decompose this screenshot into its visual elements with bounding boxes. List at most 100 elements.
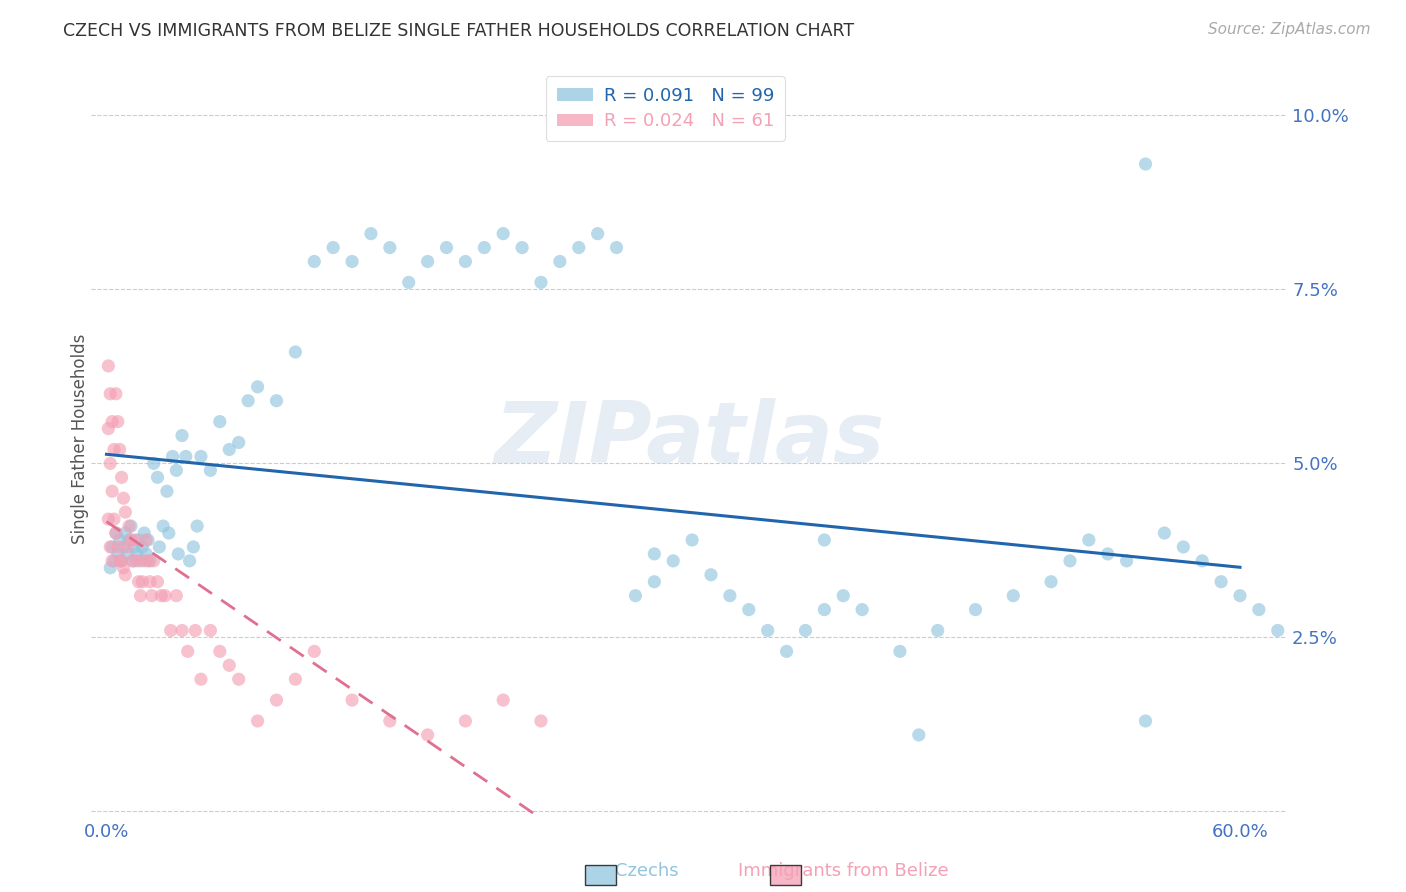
Point xyxy=(124,533,146,547)
Point xyxy=(965,602,987,616)
Point xyxy=(624,589,647,603)
Point xyxy=(141,589,163,603)
Point xyxy=(266,693,288,707)
Point xyxy=(183,540,205,554)
Point xyxy=(153,589,176,603)
Point xyxy=(1077,533,1099,547)
Point xyxy=(134,526,156,541)
Point xyxy=(136,554,159,568)
Point xyxy=(236,393,259,408)
Point xyxy=(218,658,240,673)
Point xyxy=(152,519,174,533)
Point xyxy=(157,526,180,541)
Point xyxy=(208,644,231,658)
Point xyxy=(139,554,162,568)
Point xyxy=(146,470,169,484)
Point xyxy=(108,533,131,547)
Point xyxy=(1191,554,1213,568)
Point xyxy=(643,547,665,561)
Point xyxy=(200,463,222,477)
Point xyxy=(186,519,208,533)
Point xyxy=(134,554,156,568)
Point xyxy=(107,547,129,561)
Point xyxy=(103,442,125,457)
Point xyxy=(568,241,591,255)
Legend: R = 0.091   N = 99, R = 0.024   N = 61: R = 0.091 N = 99, R = 0.024 N = 61 xyxy=(546,76,785,141)
Point xyxy=(104,526,127,541)
Point xyxy=(125,547,148,561)
Y-axis label: Single Father Households: Single Father Households xyxy=(72,334,89,544)
Point xyxy=(436,241,458,255)
Point xyxy=(101,540,124,554)
Point xyxy=(246,714,269,728)
Point xyxy=(101,484,124,499)
Point xyxy=(416,728,439,742)
Point xyxy=(103,554,125,568)
Point xyxy=(110,554,132,568)
Point xyxy=(586,227,609,241)
Point xyxy=(889,644,911,658)
Point xyxy=(284,345,307,359)
Point xyxy=(108,554,131,568)
Point xyxy=(200,624,222,638)
Text: CZECH VS IMMIGRANTS FROM BELIZE SINGLE FATHER HOUSEHOLDS CORRELATION CHART: CZECH VS IMMIGRANTS FROM BELIZE SINGLE F… xyxy=(63,22,855,40)
Point xyxy=(416,254,439,268)
Text: Czechs: Czechs xyxy=(614,862,679,880)
Point xyxy=(170,428,193,442)
Point xyxy=(1059,554,1081,568)
Point xyxy=(398,276,420,290)
Point xyxy=(101,415,124,429)
Point xyxy=(322,241,344,255)
Point xyxy=(165,589,187,603)
Point xyxy=(907,728,929,742)
Point xyxy=(98,386,121,401)
Point xyxy=(360,227,382,241)
Point xyxy=(129,554,152,568)
Point xyxy=(114,505,136,519)
Point xyxy=(1229,589,1251,603)
Point xyxy=(1115,554,1137,568)
Point xyxy=(112,540,135,554)
Point xyxy=(162,450,184,464)
Point xyxy=(129,589,152,603)
Point xyxy=(139,574,162,589)
Point xyxy=(131,574,153,589)
Point xyxy=(110,554,132,568)
Point xyxy=(148,540,170,554)
Point xyxy=(108,442,131,457)
Point xyxy=(176,644,198,658)
Point xyxy=(112,561,135,575)
Point xyxy=(128,533,150,547)
Point xyxy=(228,672,250,686)
Point xyxy=(142,457,165,471)
Point xyxy=(1040,574,1063,589)
Point xyxy=(218,442,240,457)
Text: ZIPatlas: ZIPatlas xyxy=(494,398,884,481)
Point xyxy=(135,533,157,547)
Point xyxy=(832,589,855,603)
Point xyxy=(340,693,363,707)
Point xyxy=(284,672,307,686)
Point xyxy=(643,574,665,589)
Point xyxy=(813,533,835,547)
Point xyxy=(174,450,197,464)
Point xyxy=(103,512,125,526)
Point xyxy=(118,519,141,533)
Point xyxy=(266,393,288,408)
Point xyxy=(167,547,190,561)
Point xyxy=(97,359,120,373)
Point xyxy=(110,470,132,484)
Point xyxy=(128,574,150,589)
Point xyxy=(190,450,212,464)
Point xyxy=(107,540,129,554)
Point xyxy=(104,386,127,401)
Point xyxy=(304,254,326,268)
Point xyxy=(851,602,873,616)
Point xyxy=(97,512,120,526)
Point xyxy=(454,254,477,268)
Point xyxy=(114,567,136,582)
Point xyxy=(1135,157,1157,171)
Point xyxy=(304,644,326,658)
Point xyxy=(125,554,148,568)
Point xyxy=(927,624,949,638)
